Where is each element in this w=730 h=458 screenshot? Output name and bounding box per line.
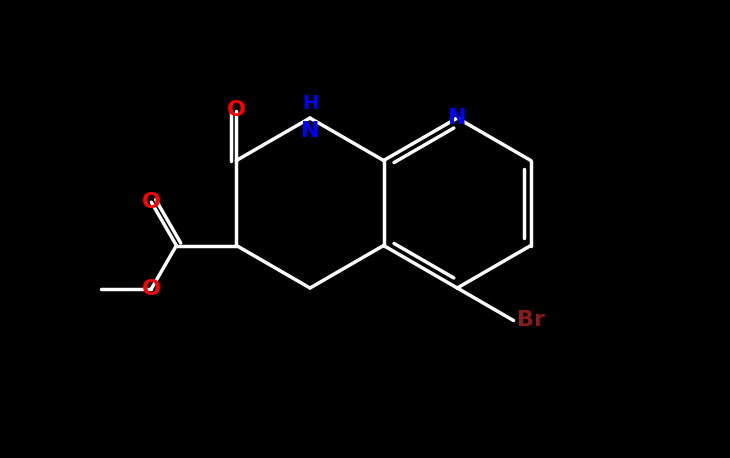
Text: O: O [142, 192, 161, 212]
Text: N: N [448, 108, 466, 128]
Text: O: O [142, 279, 161, 299]
Text: N: N [301, 121, 319, 141]
Text: Br: Br [517, 311, 545, 331]
Text: H: H [302, 94, 318, 113]
Text: O: O [227, 100, 246, 120]
